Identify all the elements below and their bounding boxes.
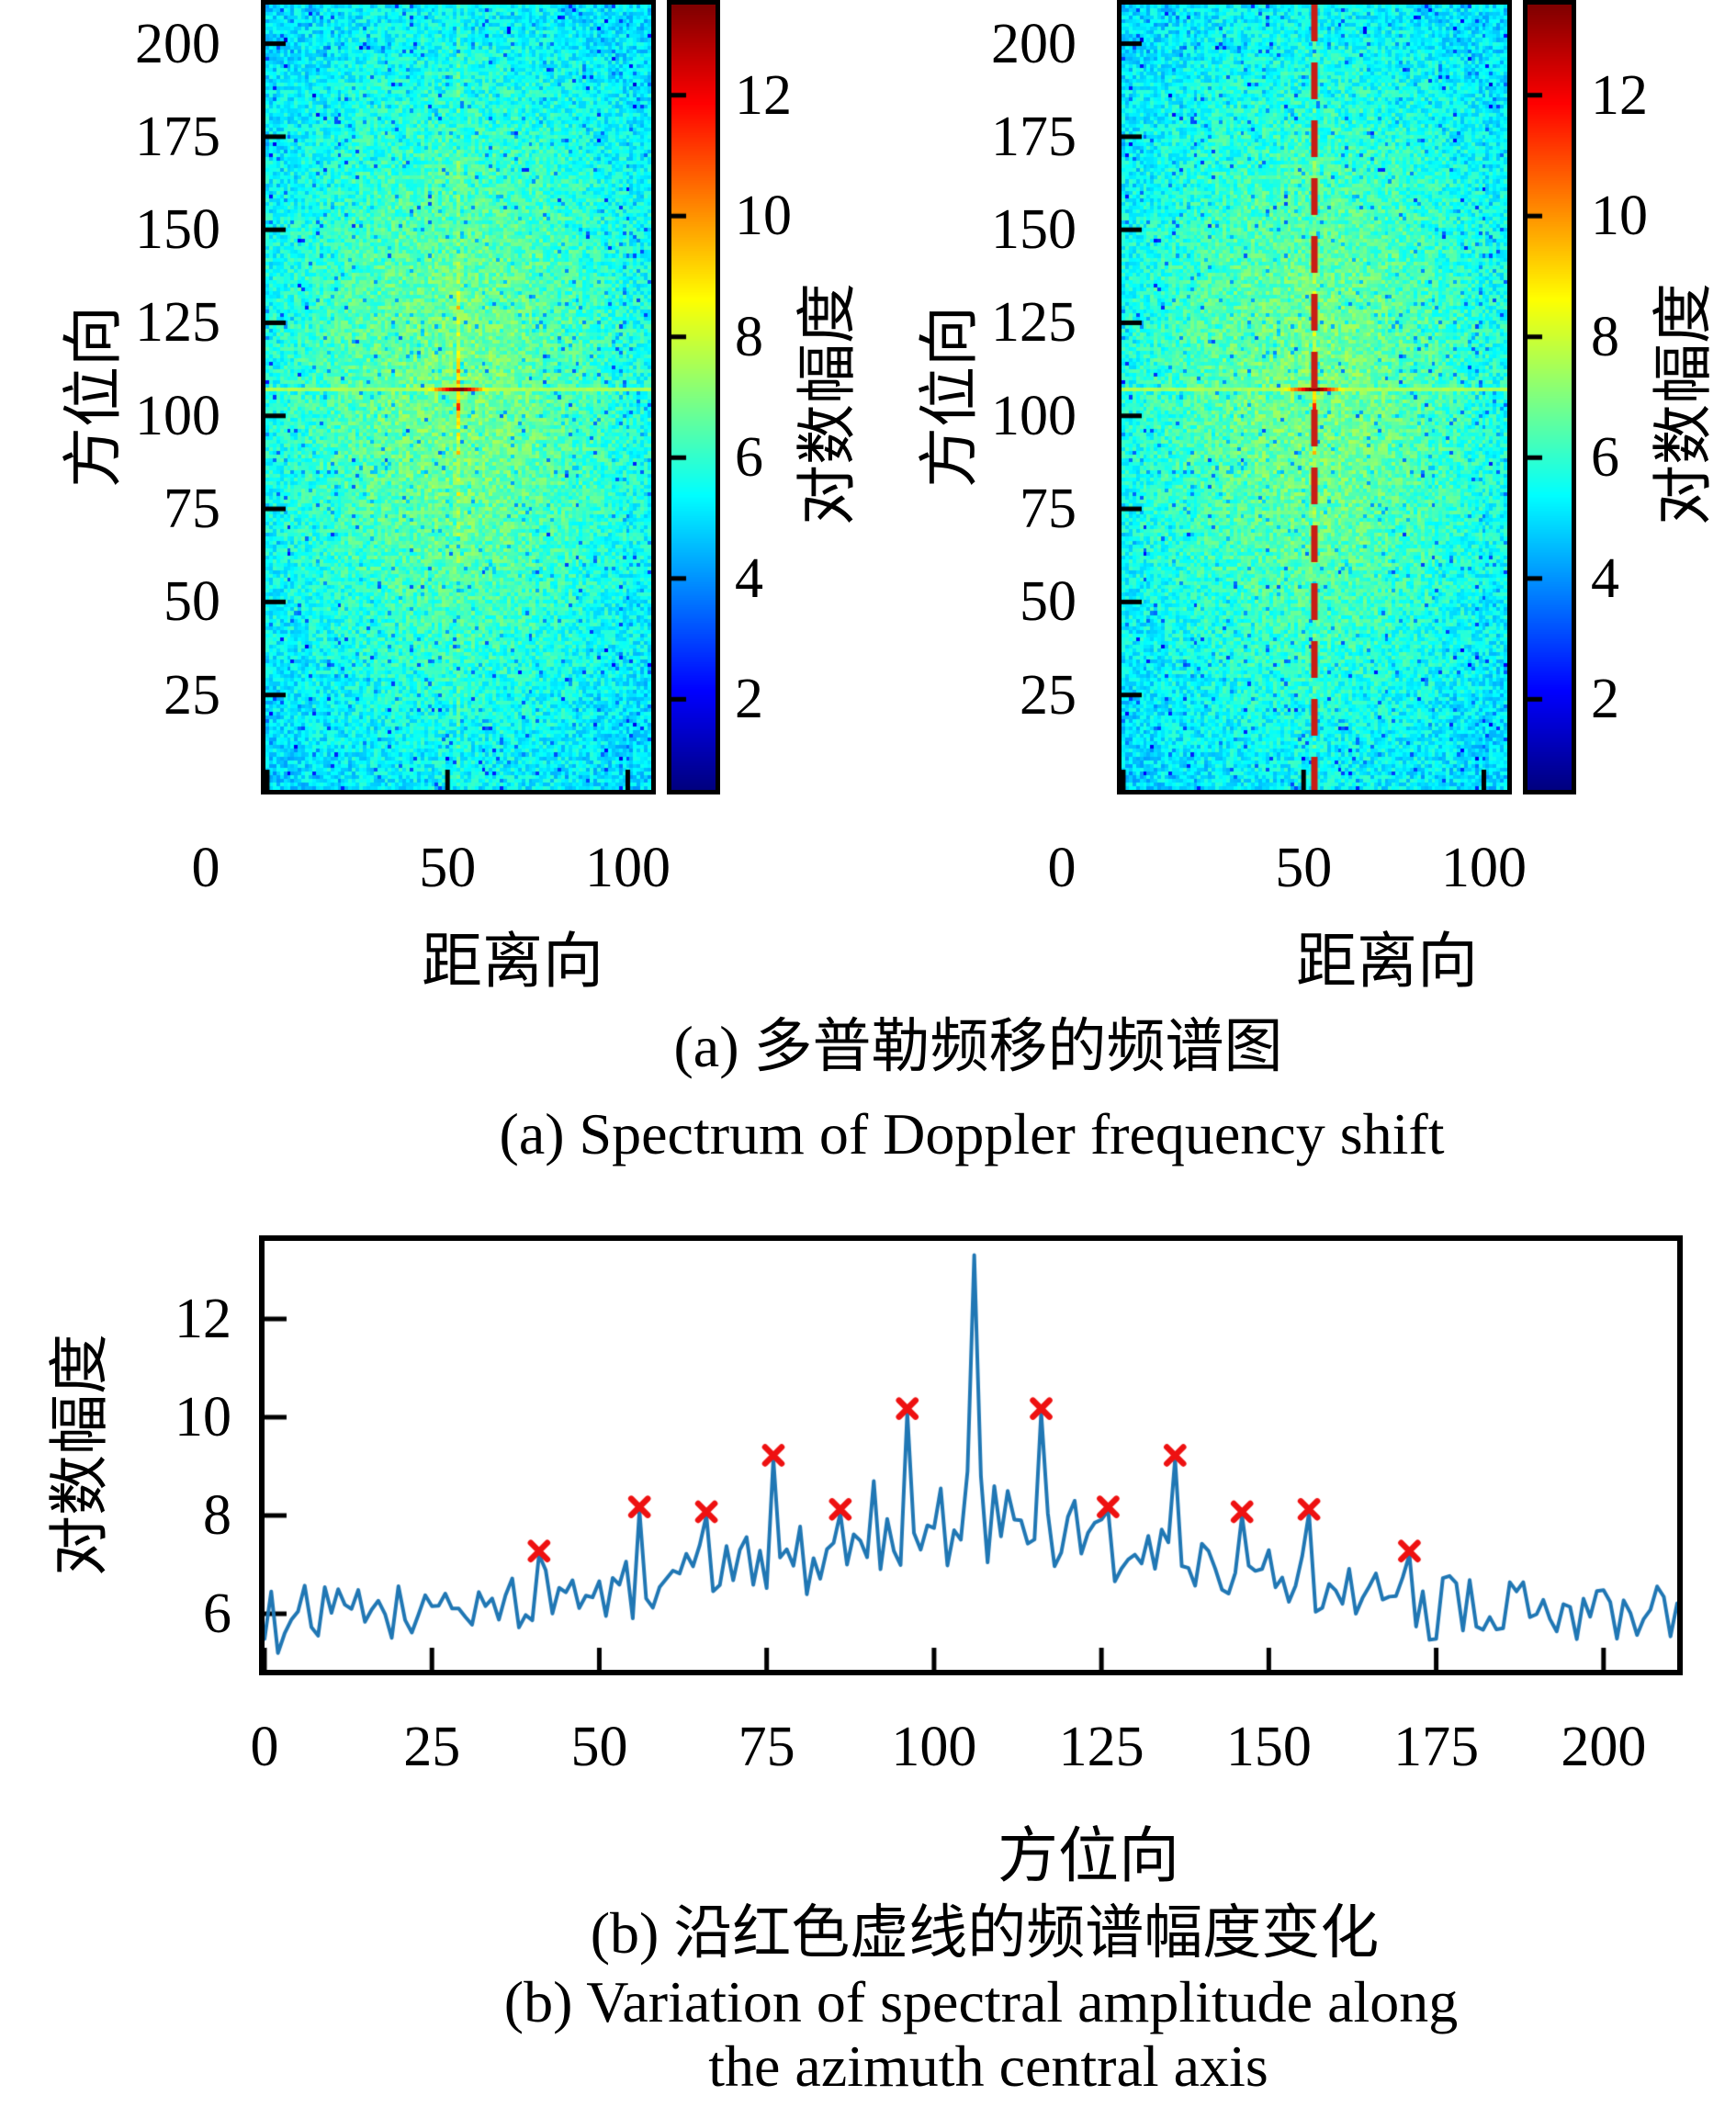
heatmap-left-y-axis-label: 方位向 [61,306,128,488]
colorbar-tick-label: 10 [1591,185,1648,248]
tick-label: 75 [738,1716,795,1778]
tick-label: 175 [991,105,1077,168]
tick-label: 150 [1225,1716,1312,1778]
tick-label: 8 [203,1484,231,1547]
tick-label: 175 [1393,1716,1480,1778]
caption-b-english-line1: (b) Variation of spectral amplitude alon… [503,1969,1459,2034]
tick-label: 200 [135,12,220,75]
tick-label: 100 [584,837,671,899]
heatmap-canvas-right [1117,0,1512,794]
tick-label: 50 [570,1716,628,1778]
colorbar-left-label: 对数幅度 [795,283,862,525]
tick-label: 25 [403,1716,461,1778]
heatmap-canvas-left [261,0,656,794]
tick-label: 0 [250,1716,279,1778]
tick-label: 100 [1440,837,1527,899]
colorbar-tick-label: 8 [735,305,763,368]
tick-label: 50 [1275,837,1333,899]
colorbar-tick-label: 4 [735,546,763,610]
lineplot-x-axis-label: 方位向 [998,1823,1179,1890]
colorbar-tick-label: 10 [735,185,792,248]
tick-label: 100 [891,1716,977,1778]
tick-label: 75 [1020,478,1077,541]
tick-label: 100 [991,384,1077,447]
colorbar-tick-label: 8 [1591,305,1619,368]
colorbar-right-label: 对数幅度 [1651,283,1718,525]
tick-label: 12 [175,1288,231,1350]
colorbar-right [1523,0,1576,794]
heatmap-right-y-axis-label: 方位向 [917,306,984,488]
tick-label: 75 [163,478,220,541]
tick-label: 200 [1561,1716,1647,1778]
colorbar-tick-label: 2 [735,668,763,731]
tick-label: 100 [135,384,220,447]
caption-a-english: (a) Spectrum of Doppler frequency shift [499,1101,1445,1166]
tick-label: 25 [163,663,220,727]
lineplot-canvas [259,1235,1683,1675]
colorbar-tick-label: 12 [735,63,792,127]
colorbar-tick-label: 2 [1591,668,1619,731]
tick-label: 175 [135,105,220,168]
colorbar-tick-label: 12 [1591,63,1648,127]
tick-label: 10 [175,1386,231,1448]
tick-label: 6 [203,1583,231,1645]
colorbar-left [667,0,720,794]
tick-label: 50 [419,837,477,899]
tick-label: 125 [1058,1716,1144,1778]
caption-b-chinese: (b) 沿红色虚线的频谱幅度变化 [590,1900,1380,1966]
tick-label: 50 [1020,570,1077,634]
heatmap-left-x-axis-label: 距离向 [422,929,603,996]
tick-label: 200 [991,12,1077,75]
tick-label: 0 [191,837,220,899]
heatmap-right-x-axis-label: 距离向 [1296,929,1478,996]
tick-label: 150 [991,198,1077,262]
lineplot-y-axis-label: 对数幅度 [47,1334,114,1576]
colorbar-tick-label: 6 [735,426,763,490]
colorbar-tick-label: 6 [1591,426,1619,490]
caption-a-chinese: (a) 多普勒频移的频谱图 [673,1014,1283,1079]
tick-label: 150 [135,198,220,262]
tick-label: 25 [1020,663,1077,727]
caption-b-english-line2: the azimuth central axis [708,2034,1268,2099]
colorbar-tick-label: 4 [1591,546,1619,610]
tick-label: 125 [135,291,220,355]
tick-label: 50 [163,570,220,634]
tick-label: 0 [1047,837,1077,899]
tick-label: 125 [991,291,1077,355]
